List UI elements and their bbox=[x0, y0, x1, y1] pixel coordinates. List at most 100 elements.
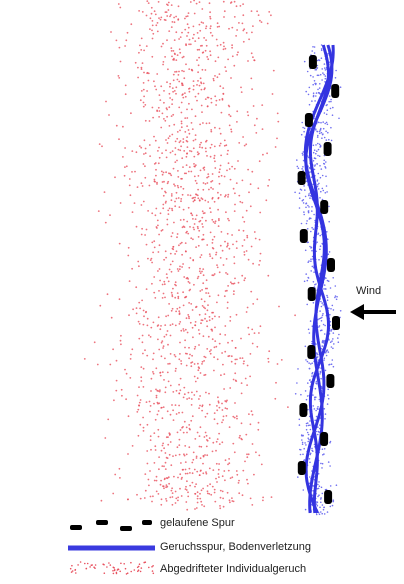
drift-dot bbox=[198, 199, 201, 202]
trail-dot bbox=[321, 198, 324, 201]
trail-dot bbox=[310, 247, 312, 249]
drift-dot bbox=[163, 118, 165, 120]
trail-dot bbox=[312, 95, 315, 98]
trail-dot bbox=[313, 157, 316, 159]
drift-dot bbox=[213, 273, 216, 275]
trail-dot bbox=[316, 150, 318, 152]
drift-dot bbox=[178, 70, 180, 73]
drift-dot bbox=[237, 51, 239, 54]
drift-dot bbox=[198, 270, 201, 273]
drift-dot bbox=[247, 168, 250, 171]
drift-dot bbox=[219, 496, 222, 499]
drift-dot bbox=[240, 86, 242, 89]
drift-dot bbox=[262, 153, 264, 156]
trail-dot bbox=[324, 69, 327, 71]
drift-dot bbox=[182, 96, 185, 99]
drift-dot bbox=[233, 0, 236, 3]
drift-dot bbox=[166, 142, 169, 144]
trail-dot bbox=[312, 92, 315, 94]
drift-dot bbox=[191, 391, 193, 394]
trail-dot bbox=[326, 296, 329, 299]
trail-dot bbox=[312, 228, 315, 230]
drift-dot bbox=[161, 297, 164, 299]
trail-dot bbox=[311, 100, 313, 102]
trail-dot bbox=[314, 82, 316, 85]
trail-dot bbox=[331, 504, 334, 507]
drift-dot bbox=[155, 174, 157, 177]
drift-dot bbox=[206, 320, 208, 323]
drift-dot bbox=[199, 404, 201, 407]
trail-dot bbox=[338, 117, 340, 120]
drift-dot bbox=[149, 28, 151, 30]
drift-dot bbox=[216, 301, 218, 304]
drift-dot bbox=[120, 334, 122, 337]
drift-dot bbox=[192, 451, 195, 454]
footstep bbox=[324, 490, 333, 504]
drift-dot bbox=[161, 152, 164, 155]
drift-dot bbox=[220, 111, 223, 114]
trail-dot bbox=[320, 377, 322, 380]
drift-dot bbox=[157, 270, 159, 272]
drift-dot bbox=[157, 224, 159, 227]
drift-dot bbox=[198, 1, 201, 3]
trail-dot bbox=[313, 408, 316, 410]
drift-dot bbox=[194, 380, 197, 383]
drift-dot bbox=[190, 212, 193, 215]
drift-dot bbox=[155, 490, 158, 493]
drift-dot bbox=[205, 140, 207, 143]
trail-dot bbox=[310, 258, 312, 261]
drift-dot bbox=[253, 473, 255, 476]
drift-dot bbox=[204, 287, 207, 290]
drift-dot bbox=[208, 319, 211, 322]
trail-dot bbox=[296, 159, 298, 161]
drift-dot bbox=[186, 230, 188, 233]
drift-dot bbox=[204, 431, 207, 434]
drift-dot bbox=[86, 562, 89, 565]
drift-dot bbox=[230, 77, 232, 79]
drift-dot bbox=[198, 48, 201, 51]
drift-dot bbox=[178, 312, 181, 315]
drift-dot bbox=[199, 77, 202, 80]
drift-dot bbox=[152, 572, 155, 575]
trail-dot bbox=[317, 426, 319, 429]
drift-dot bbox=[222, 0, 225, 3]
trail-dot bbox=[324, 77, 327, 80]
drift-dot bbox=[182, 55, 185, 58]
drift-dot bbox=[191, 354, 194, 357]
trail-dot bbox=[318, 485, 321, 488]
drift-dot bbox=[218, 443, 221, 445]
drift-dot bbox=[214, 500, 217, 503]
trail-dot bbox=[319, 373, 321, 375]
drift-dot bbox=[272, 69, 275, 72]
drift-dot bbox=[163, 478, 166, 481]
drift-dot bbox=[266, 22, 269, 25]
drift-dot bbox=[245, 143, 248, 146]
trail-dot bbox=[308, 379, 311, 382]
drift-dot bbox=[187, 491, 189, 494]
drift-dot bbox=[166, 108, 169, 111]
drift-dot bbox=[126, 31, 129, 34]
trail-dot bbox=[321, 341, 324, 344]
drift-dot bbox=[206, 439, 208, 441]
drift-dot bbox=[192, 37, 194, 40]
trail-dot bbox=[318, 259, 320, 261]
drift-dot bbox=[179, 140, 182, 142]
drift-dot bbox=[260, 21, 263, 23]
drift-dot bbox=[211, 242, 214, 244]
drift-dot bbox=[150, 326, 153, 329]
drift-dot bbox=[149, 495, 152, 498]
drift-dot bbox=[142, 426, 145, 429]
drift-dot bbox=[267, 184, 269, 187]
drift-dot bbox=[229, 320, 232, 322]
drift-dot bbox=[214, 95, 217, 98]
trail-dot bbox=[317, 495, 319, 498]
wind-arrow bbox=[350, 304, 396, 320]
drift-dot bbox=[199, 169, 202, 172]
drift-dot bbox=[187, 280, 190, 283]
trail-dot bbox=[303, 130, 305, 133]
trail-dot bbox=[301, 441, 304, 444]
drift-dot bbox=[226, 244, 229, 247]
drift-dot bbox=[159, 371, 162, 374]
drift-dot bbox=[124, 368, 126, 371]
drift-dot bbox=[169, 82, 172, 85]
